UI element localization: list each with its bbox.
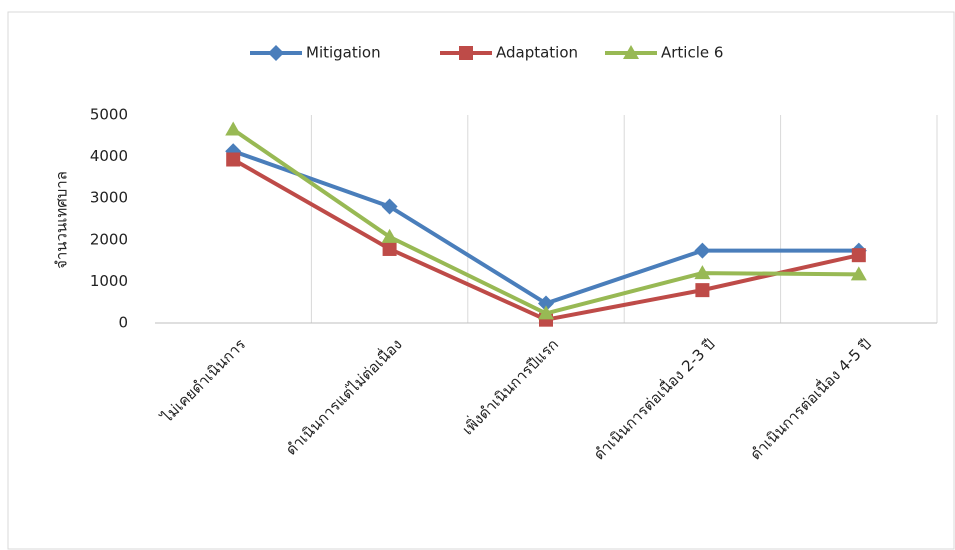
y-tick-label: 4000 — [90, 147, 128, 165]
point — [382, 241, 397, 256]
y-tick-label: 2000 — [90, 230, 128, 248]
y-tick-label: 1000 — [90, 272, 128, 290]
point — [695, 283, 710, 298]
legend-marker — [268, 45, 284, 61]
legend-label: Mitigation — [306, 44, 381, 62]
point — [381, 228, 398, 243]
y-axis-label: จำนวนเทศบาล — [53, 171, 71, 269]
legend-label: Article 6 — [661, 44, 723, 62]
point — [694, 242, 711, 259]
y-tick-label: 5000 — [90, 106, 128, 124]
point — [225, 121, 242, 136]
y-tick-label: 3000 — [90, 189, 128, 207]
point — [538, 295, 554, 312]
point — [381, 198, 398, 215]
point — [226, 152, 241, 167]
point — [694, 265, 711, 280]
point — [538, 305, 554, 320]
legend-marker — [459, 46, 473, 60]
legend-marker — [623, 45, 639, 59]
point — [850, 266, 867, 281]
legend-label: Adaptation — [496, 44, 578, 62]
y-tick-label: 0 — [118, 314, 128, 332]
point — [851, 248, 866, 263]
